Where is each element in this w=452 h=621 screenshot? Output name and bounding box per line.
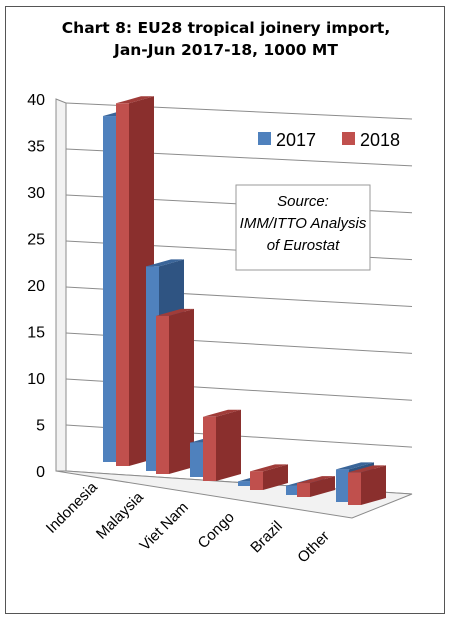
bar-side xyxy=(361,465,386,505)
y-tick-label-25: 25 xyxy=(27,232,45,249)
legend-swatch-2017 xyxy=(258,132,271,145)
source-line-3: of Eurostat xyxy=(267,237,340,254)
chart-title-line-1: Chart 8: EU28 tropical joinery import, xyxy=(61,19,391,37)
chart-title: Chart 8: EU28 tropical joinery import, J… xyxy=(6,17,446,61)
bar-front xyxy=(336,469,349,502)
bar-front xyxy=(348,472,361,505)
y-tick-label-20: 20 xyxy=(27,278,45,295)
y-tick-label-5: 5 xyxy=(36,418,45,435)
bar-top xyxy=(156,308,194,316)
legend: 2017 2018 xyxy=(258,130,400,150)
bar-top xyxy=(336,462,374,470)
bar-top xyxy=(116,96,154,104)
y-tick-label-10: 10 xyxy=(27,371,45,388)
y-tick-label-15: 15 xyxy=(27,325,45,342)
legend-swatch-2018 xyxy=(342,132,355,145)
source-note: Source: IMM/ITTO Analysis of Eurostat xyxy=(235,184,371,271)
bar-side xyxy=(310,476,335,497)
legend-label-2017: 2017 xyxy=(276,130,316,150)
y-tick-label-30: 30 xyxy=(27,185,45,202)
bar-top xyxy=(348,465,386,473)
floor xyxy=(55,470,413,519)
chart-title-line-2: Jan-Jun 2017-18, 1000 MT xyxy=(114,41,338,59)
bar-top xyxy=(203,409,241,417)
bar-brazil-2018 xyxy=(297,476,335,497)
x-tick-label-malaysia: Malaysia xyxy=(93,488,147,542)
bar-front xyxy=(250,471,263,490)
source-line-2: IMM/ITTO Analysis xyxy=(240,215,367,232)
source-box xyxy=(235,184,371,271)
bar-top xyxy=(250,464,288,472)
bar-front xyxy=(190,442,203,477)
bar-front xyxy=(156,315,169,474)
x-tick-label-indonesia: Indonesia xyxy=(43,478,101,536)
y-axis-ticks: 0 5 10 15 20 25 30 35 40 xyxy=(27,92,45,481)
bar-congo-2018 xyxy=(250,464,288,490)
y-tick-label-0: 0 xyxy=(36,464,45,481)
bar-front xyxy=(286,485,299,495)
legend-label-2018: 2018 xyxy=(360,130,400,150)
x-tick-label-viet-nam: Viet Nam xyxy=(136,499,191,554)
y-tick-label-35: 35 xyxy=(27,139,45,156)
bar-side xyxy=(169,308,194,474)
x-tick-label-brazil: Brazil xyxy=(247,518,286,557)
source-line-1: Source: xyxy=(277,193,329,210)
side-wall xyxy=(55,98,67,472)
bar-front xyxy=(297,483,310,497)
bar-front xyxy=(238,481,251,486)
bar-other-2018 xyxy=(348,465,386,505)
x-tick-label-other: Other xyxy=(294,528,333,567)
bar-top xyxy=(146,259,184,267)
bar-front xyxy=(146,266,159,471)
bar-top xyxy=(297,476,335,484)
bar-malaysia-2018 xyxy=(156,308,194,474)
bar-front xyxy=(203,416,216,481)
bar-side xyxy=(263,464,288,490)
bars xyxy=(103,96,386,505)
y-tick-label-40: 40 xyxy=(27,92,45,109)
x-tick-label-congo: Congo xyxy=(195,509,238,552)
bar-side xyxy=(216,409,241,481)
bar-viet-nam-2018 xyxy=(203,409,241,481)
bar-front xyxy=(116,103,129,467)
bar-front xyxy=(103,116,116,462)
